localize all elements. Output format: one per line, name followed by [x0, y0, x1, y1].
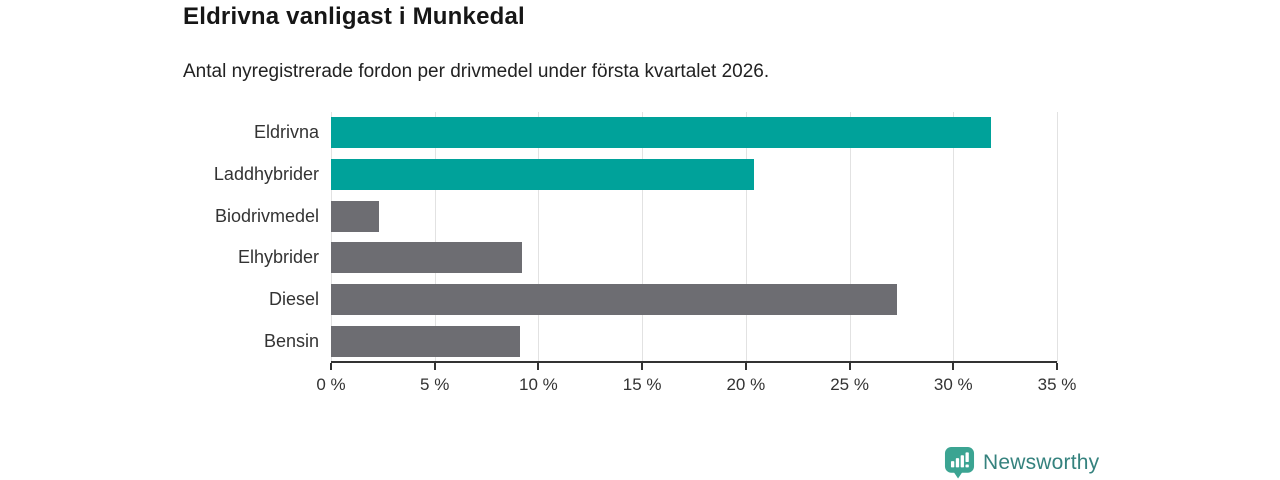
axis-tick	[330, 363, 332, 370]
axis-tick	[641, 363, 644, 370]
category-label: Diesel	[268, 288, 319, 309]
bar-bensin	[331, 325, 520, 357]
newsworthy-icon	[944, 447, 975, 479]
gridline	[434, 112, 436, 362]
gridline	[538, 112, 540, 362]
gridline	[642, 112, 644, 362]
category-label: Biodrivmedel	[214, 205, 319, 226]
bar-eldrivna	[331, 117, 991, 149]
chart-title: Eldrivna vanligast i Munkedal	[183, 3, 525, 30]
bar-laddhybrider	[331, 158, 755, 190]
gridline	[1057, 112, 1058, 362]
axis-tick-label: 15 %	[622, 375, 662, 394]
axis-tick	[848, 363, 851, 370]
x-axis: 0 % 5 % 10 % 15 % 20 % 25 % 30 % 35 %	[316, 361, 1076, 401]
axis-tick-label: 20 %	[726, 375, 766, 394]
bar-biodrivmedel	[331, 200, 379, 232]
bar-row	[331, 237, 1057, 279]
brand-name: Newsworthy	[983, 451, 1100, 474]
gridline	[745, 112, 747, 362]
axis-tick-label: 10 %	[519, 375, 558, 394]
category-labels: Eldrivna Laddhybrider Biodrivmedel Elhybrid…	[140, 112, 319, 362]
category-label: Elhybrider	[237, 247, 319, 268]
gridline	[953, 112, 955, 362]
bar-row	[331, 279, 1057, 321]
axis-tick-label: 30 %	[933, 375, 973, 394]
axis-tick-label: 0 %	[316, 375, 346, 394]
plot-area	[331, 112, 1058, 362]
bar-row	[331, 195, 1057, 237]
axis-tick	[1056, 363, 1058, 370]
gridline	[849, 112, 851, 362]
axis-tick-label: 5 %	[420, 375, 450, 394]
brand-logo: Newsworthy	[944, 446, 1099, 480]
axis-tick	[952, 363, 955, 370]
bar-diesel	[331, 283, 898, 315]
category-label: Bensin	[263, 330, 319, 351]
x-axis-line	[331, 361, 1057, 363]
axis-tick	[433, 363, 436, 370]
bar-row	[331, 154, 1057, 196]
bar-elhybrider	[331, 242, 522, 274]
category-label: Laddhybrider	[213, 163, 319, 184]
category-label: Eldrivna	[253, 122, 319, 143]
axis-tick-label: 35 %	[1037, 375, 1077, 394]
axis-tick	[537, 363, 540, 370]
bar-row	[331, 320, 1057, 362]
bar-row	[331, 112, 1057, 154]
axis-tick	[744, 363, 747, 370]
gridline	[331, 112, 332, 362]
chart-subtitle: Antal nyregistrerade fordon per drivmede…	[183, 61, 770, 82]
axis-tick-label: 25 %	[830, 375, 869, 394]
